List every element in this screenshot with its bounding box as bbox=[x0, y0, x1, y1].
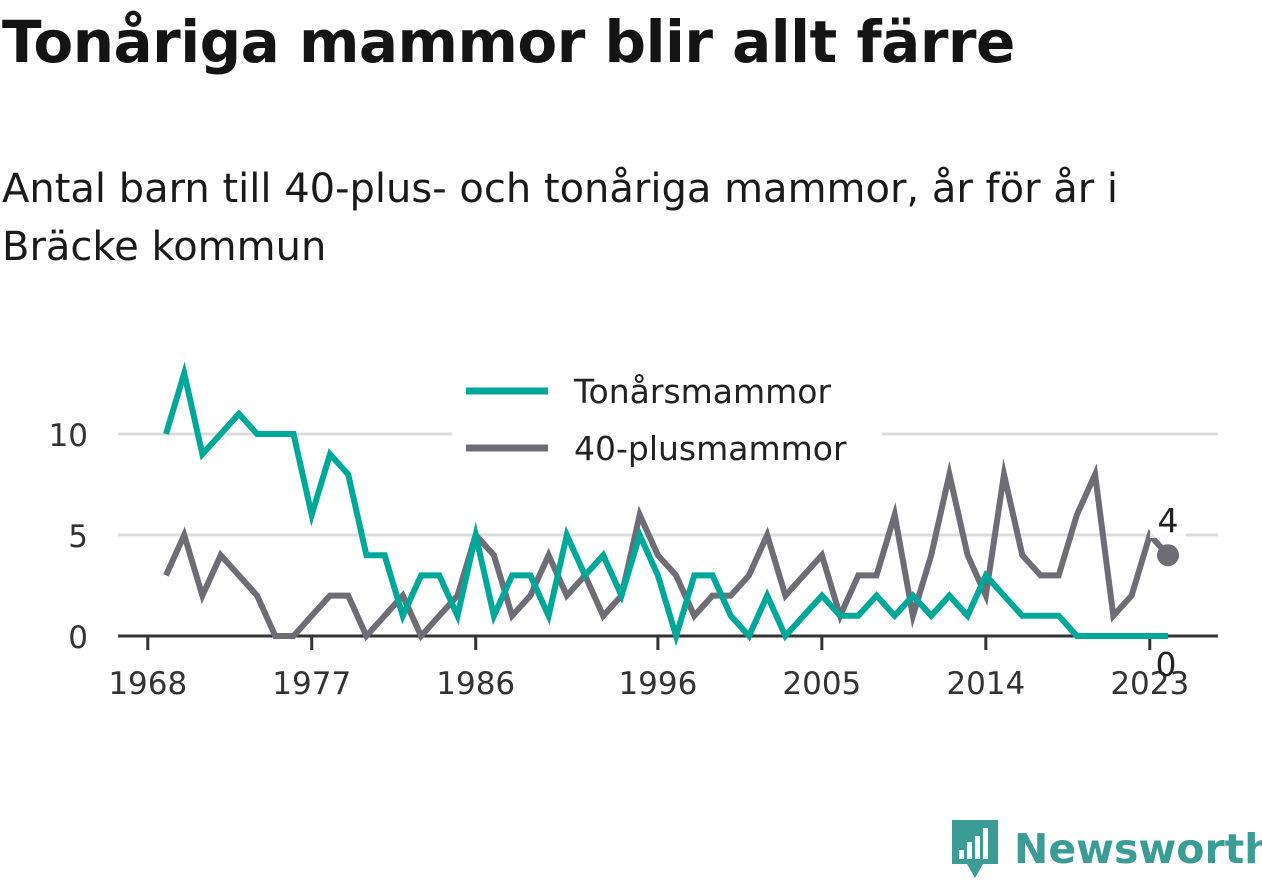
legend-box bbox=[452, 362, 882, 482]
legend-label-tonarsmammor: Tonårsmammor bbox=[573, 372, 831, 411]
x-tick-label: 1986 bbox=[436, 666, 515, 702]
y-tick-label: 0 bbox=[68, 620, 88, 656]
page-subtitle: Antal barn till 40-plus- och tonåriga ma… bbox=[2, 166, 1119, 270]
series-line-40-plusmammor bbox=[163, 458, 1171, 642]
legend-label-40-plusmammor: 40-plusmammor bbox=[574, 429, 847, 468]
end-label-bg bbox=[1150, 502, 1186, 538]
x-tick-label: 2023 bbox=[1110, 666, 1189, 702]
y-tick-label: 5 bbox=[68, 519, 88, 555]
x-tick-label: 1977 bbox=[272, 666, 351, 702]
series-line-tonarsmammor bbox=[163, 361, 1168, 647]
brand-name: Newsworthy bbox=[1014, 825, 1262, 873]
end-label-tonarsmammor: 0 bbox=[1156, 645, 1177, 684]
y-tick-label: 10 bbox=[49, 418, 88, 454]
end-point-marker bbox=[1157, 544, 1179, 567]
brand: Newsworthy bbox=[950, 818, 1262, 880]
x-tick-label: 2005 bbox=[782, 666, 861, 702]
newsworthy-logo-icon bbox=[952, 820, 998, 878]
x-tick-label: 1968 bbox=[108, 666, 187, 702]
end-label-40-plusmammor: 4 bbox=[1158, 501, 1179, 540]
page-title: Tonåriga mammor blir allt färre bbox=[2, 8, 1015, 76]
x-tick-label: 1996 bbox=[618, 666, 697, 702]
x-tick-label: 2014 bbox=[946, 666, 1025, 702]
